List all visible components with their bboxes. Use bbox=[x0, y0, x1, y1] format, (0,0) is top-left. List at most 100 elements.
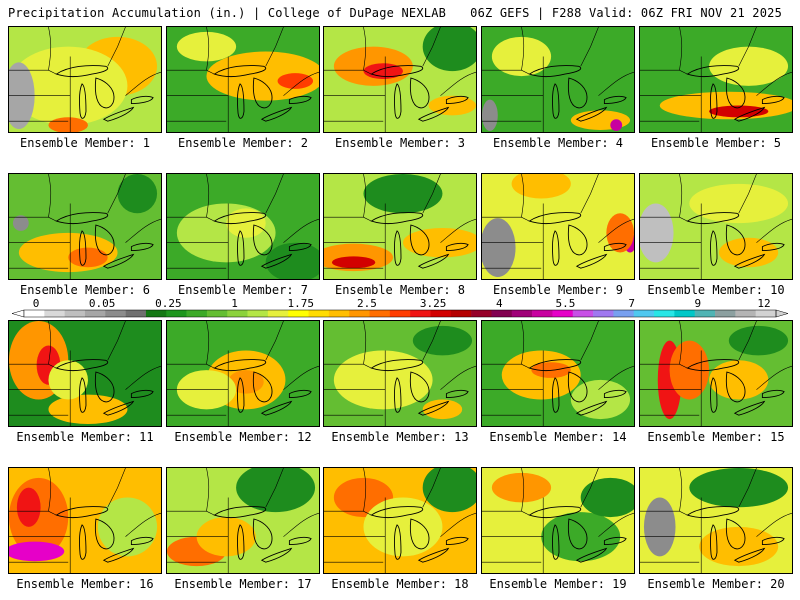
ensemble-member-map bbox=[8, 173, 162, 280]
state-border bbox=[107, 27, 126, 67]
great-lake-outline bbox=[260, 253, 293, 269]
colorbar-swatch bbox=[491, 310, 513, 317]
great-lake-outline bbox=[79, 230, 87, 266]
state-border bbox=[283, 71, 319, 96]
great-lake-outline bbox=[370, 212, 424, 225]
state-border bbox=[48, 468, 52, 512]
precip-shading bbox=[640, 203, 674, 263]
great-lake-outline bbox=[409, 224, 430, 256]
precip-field bbox=[324, 321, 476, 426]
state-border bbox=[125, 71, 161, 96]
ensemble-member-map bbox=[639, 467, 793, 574]
precip-shading bbox=[68, 247, 108, 268]
colorbar-swatch bbox=[471, 310, 492, 317]
colorbar-swatch bbox=[328, 310, 350, 317]
great-lake-outline bbox=[94, 77, 115, 109]
great-lake-outline bbox=[686, 65, 740, 78]
great-lake-outline bbox=[417, 106, 450, 122]
precip-shading bbox=[689, 468, 789, 508]
state-border bbox=[422, 321, 441, 361]
precip-shading bbox=[117, 174, 158, 214]
great-lake-outline bbox=[761, 95, 785, 104]
state-border bbox=[125, 365, 161, 390]
colorbar-swatch bbox=[755, 310, 777, 317]
state-border bbox=[738, 174, 757, 214]
great-lake-outline bbox=[55, 212, 109, 225]
colorbar-swatch bbox=[145, 310, 167, 317]
state-border bbox=[265, 174, 284, 214]
state-border bbox=[422, 468, 441, 508]
great-lake-outline bbox=[288, 242, 312, 251]
precip-field bbox=[324, 27, 476, 132]
great-lake-outline bbox=[102, 400, 135, 416]
great-lake-outline bbox=[94, 224, 115, 256]
state-border bbox=[598, 512, 634, 537]
great-lake-outline bbox=[394, 83, 402, 119]
great-lake-outline bbox=[725, 371, 746, 403]
state-border bbox=[580, 321, 599, 361]
colorbar-swatch bbox=[206, 310, 228, 317]
precip-shading bbox=[643, 497, 676, 557]
state-border bbox=[738, 468, 757, 508]
state-border bbox=[598, 218, 634, 243]
great-lake-outline bbox=[725, 224, 746, 256]
ensemble-member-label: Ensemble Member: 9 bbox=[492, 283, 624, 297]
state-border bbox=[756, 365, 792, 390]
great-lake-outline bbox=[288, 95, 312, 104]
colorbar-swatch bbox=[552, 310, 574, 317]
great-lake-outline bbox=[710, 83, 718, 119]
great-lake-outline bbox=[213, 212, 267, 225]
colorbar-tick-label: 12 bbox=[757, 298, 770, 310]
precip-shading bbox=[363, 497, 443, 557]
state-border bbox=[679, 27, 683, 71]
ensemble-member-label: Ensemble Member: 12 bbox=[174, 430, 312, 444]
great-lake-outline bbox=[552, 83, 560, 119]
state-border bbox=[440, 512, 476, 537]
precip-field bbox=[640, 468, 792, 573]
ensemble-member-map bbox=[481, 26, 635, 133]
colorbar-swatch bbox=[247, 310, 269, 317]
precip-shading bbox=[669, 340, 710, 400]
great-lake-outline bbox=[761, 536, 785, 545]
great-lake-outline bbox=[102, 547, 135, 563]
ensemble-member-label: Ensemble Member: 4 bbox=[492, 136, 624, 150]
great-lake-outline bbox=[445, 95, 469, 104]
precip-field bbox=[324, 174, 476, 279]
colorbar-swatch bbox=[613, 310, 635, 317]
ensemble-member-label: Ensemble Member: 8 bbox=[334, 283, 466, 297]
state-border bbox=[363, 174, 367, 218]
great-lake-outline bbox=[394, 230, 402, 266]
state-border bbox=[206, 321, 210, 365]
ensemble-member-map bbox=[166, 26, 320, 133]
colorbar-swatch bbox=[694, 310, 716, 317]
precip-field bbox=[324, 468, 476, 573]
precip-shading bbox=[16, 487, 41, 527]
colorbar-swatch bbox=[633, 310, 655, 317]
ensemble-member-map bbox=[323, 173, 477, 280]
great-lake-outline bbox=[130, 389, 154, 398]
ensemble-member-label: Ensemble Member: 16 bbox=[16, 577, 154, 591]
state-border bbox=[48, 27, 52, 71]
colorbar-outline bbox=[23, 309, 777, 318]
colorbar-swatch bbox=[674, 310, 696, 317]
state-border bbox=[756, 512, 792, 537]
great-lake-outline bbox=[733, 106, 766, 122]
colorbar-swatch bbox=[715, 310, 736, 317]
great-lake-outline bbox=[409, 77, 430, 109]
colorbar-swatch bbox=[288, 310, 309, 317]
precip-shading bbox=[491, 472, 552, 503]
precip-field bbox=[9, 468, 161, 573]
great-lake-outline bbox=[528, 65, 582, 78]
great-lake-outline bbox=[710, 524, 718, 560]
state-border bbox=[679, 174, 683, 218]
state-border bbox=[738, 27, 757, 67]
precip-shading bbox=[412, 325, 473, 356]
ensemble-member-label: Ensemble Member: 6 bbox=[19, 283, 151, 297]
great-lake-outline bbox=[213, 359, 267, 372]
run-valid-time: 06Z GEFS | F288 Valid: 06Z FRI NOV 21 20… bbox=[470, 6, 782, 20]
ensemble-member-map bbox=[166, 467, 320, 574]
colorbar-tick-label: 0 bbox=[33, 298, 40, 310]
great-lake-outline bbox=[445, 389, 469, 398]
great-lake-outline bbox=[260, 106, 293, 122]
great-lake-outline bbox=[710, 230, 718, 266]
